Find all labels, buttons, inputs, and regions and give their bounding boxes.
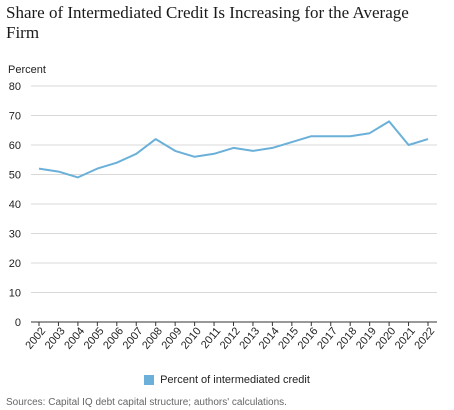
- x-tick-label: 2014: [257, 325, 282, 351]
- gridlines: [31, 85, 437, 323]
- x-tick-label: 2003: [43, 325, 68, 351]
- series-line: [38, 120, 429, 179]
- y-tick-label: 20: [9, 258, 21, 270]
- source-note: Sources: Capital IQ debt capital structu…: [6, 397, 287, 408]
- x-tick-label: 2002: [23, 325, 48, 351]
- x-tick-label: 2015: [276, 325, 301, 351]
- x-tick-labels: 2002200320042005200620072008200920102011…: [23, 322, 437, 352]
- y-tick-label: 40: [9, 199, 21, 211]
- y-tick-label: 10: [9, 288, 21, 300]
- x-tick-label: 2021: [393, 325, 418, 351]
- y-tick-label: 80: [9, 81, 21, 93]
- x-tick-label: 2011: [199, 325, 223, 351]
- y-tick-label: 30: [9, 229, 21, 241]
- y-axis-label: Percent: [8, 64, 46, 76]
- x-tick-label: 2005: [82, 325, 107, 351]
- x-tick-label: 2020: [373, 325, 398, 351]
- y-tick-labels: 0 10 20 30 40 50 60 70 80: [9, 81, 21, 329]
- x-tick-label: 2022: [412, 325, 437, 351]
- x-tick-label: 2018: [335, 325, 360, 351]
- legend-swatch: [144, 375, 155, 385]
- x-tick-label: 2008: [140, 325, 165, 351]
- x-tick-label: 2013: [237, 325, 262, 351]
- x-tick-label: 2019: [354, 325, 379, 351]
- x-tick-label: 2009: [160, 325, 185, 351]
- y-tick-label: 0: [15, 317, 21, 329]
- x-tick-label: 2004: [62, 325, 87, 351]
- x-tick-label: 2006: [101, 325, 126, 351]
- x-tick-label: 2010: [179, 325, 204, 351]
- legend: Percent of intermediated credit: [0, 374, 454, 386]
- legend-label: Percent of intermediated credit: [160, 374, 310, 386]
- x-tick-label: 2017: [315, 325, 340, 351]
- chart-title: Share of Intermediated Credit Is Increas…: [6, 3, 409, 42]
- y-tick-label: 60: [9, 140, 21, 152]
- series-layer: [38, 120, 429, 179]
- x-tick-label: 2007: [121, 325, 146, 351]
- x-tick-label: 2012: [218, 325, 243, 351]
- y-tick-label: 70: [9, 111, 21, 123]
- x-tick-label: 2016: [296, 325, 321, 351]
- y-tick-label: 50: [9, 170, 21, 182]
